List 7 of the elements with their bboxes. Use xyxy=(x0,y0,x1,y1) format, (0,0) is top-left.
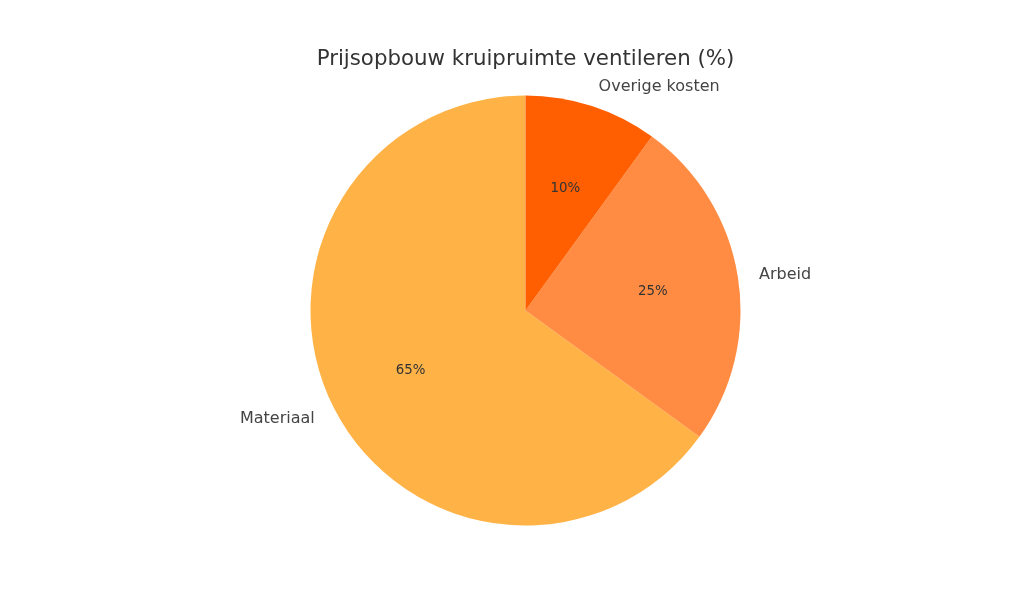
slice-label: Overige kosten xyxy=(598,76,720,96)
chart-title: Prijsopbouw kruipruimte ventileren (%) xyxy=(316,45,735,70)
data-label: 10% xyxy=(550,180,581,196)
slice-label: Arbeid xyxy=(759,264,812,283)
slice-label: Materiaal xyxy=(239,408,315,428)
data-label: 65% xyxy=(395,361,426,377)
data-label: 25% xyxy=(638,282,668,298)
